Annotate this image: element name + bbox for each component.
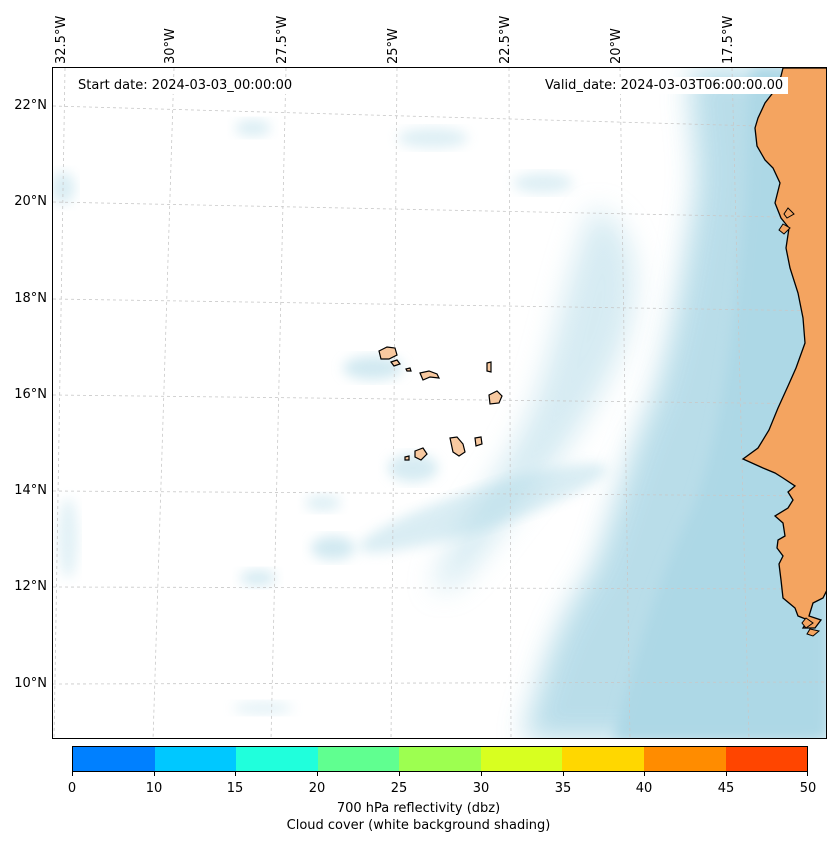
reflectivity-colorbar [72,746,808,772]
coastal-islet [783,207,795,219]
cloud-band-east-core [613,68,826,738]
colorbar-segment [317,747,400,771]
colorbar-tick-mark [317,772,318,776]
lon-label-17-5w: 17.5°W [721,15,736,64]
colorbar-segment [399,747,481,771]
cloud-patch [305,495,341,511]
lon-label-32-5w: 32.5°W [54,15,69,64]
lon-label-22-5w: 22.5°W [498,15,513,64]
start-date-box: Start date: 2024-03-03_00:00:00 [73,77,298,94]
colorbar-segment [562,747,644,771]
colorbar-tick-0: 0 [67,781,77,796]
island-santa-luzia [405,367,412,372]
cloud-patch [235,120,271,136]
coastal-islet [778,223,791,235]
gridlines [53,68,826,738]
coastal-islet [806,628,821,637]
colorbar-segment [73,747,155,771]
island-santiago [449,436,466,457]
cloud-patch [58,498,78,578]
colorbar-tick-mark [481,772,482,776]
cloud-shading [53,68,826,738]
colorbar-tick-mark [726,772,727,776]
island-sao-vicente [390,359,401,367]
island-santo-antao [378,346,398,360]
meridian-30w [152,68,175,738]
meridian-22-5w [508,68,512,738]
colorbar-segment [480,747,563,771]
island-sao-nicolau [419,370,441,381]
cloud-patch [233,702,293,714]
map-panel [52,67,827,739]
meridian-20w [619,68,631,738]
lon-label-20w: 20°W [609,28,624,64]
colorbar-tick-10: 10 [145,781,163,796]
colorbar-tick-mark [235,772,236,776]
lat-label-10n: 10°N [14,676,47,691]
meridian-17-5w [731,68,750,738]
colorbar-tick-15: 15 [226,781,244,796]
lat-label-16n: 16°N [14,387,47,402]
cloud-patch [359,463,607,553]
colorbar-sublabel: Cloud cover (white background shading) [286,818,551,833]
colorbar-tick-40: 40 [635,781,653,796]
cape-verde-islands [378,346,503,461]
colorbar-tick-mark [399,772,400,776]
colorbar-tick-mark [644,772,645,776]
lon-label-25w: 25°W [386,28,401,64]
island-brava [404,455,410,461]
lat-label-20n: 20°N [14,194,47,209]
lat-label-22n: 22°N [14,98,47,113]
colorbar-segment [725,747,808,771]
map-canvas [53,68,826,738]
cloud-patch [343,356,403,380]
colorbar-tick-35: 35 [554,781,572,796]
cloud-patch [398,128,468,148]
colorbar-segment [236,747,318,771]
colorbar-tick-mark [154,772,155,776]
cloud-patch [513,173,573,193]
colorbar-label: 700 hPa reflectivity (dbz) [336,801,501,816]
cloud-patch [311,536,355,560]
lat-label-12n: 12°N [14,579,47,594]
valid-date-box: Valid_date: 2024-03-03T06:00:00.00 [540,77,789,94]
colorbar-tick-25: 25 [390,781,408,796]
cloud-patch [240,570,276,586]
meridian-32-5w [53,68,66,738]
colorbar-segment [643,747,726,771]
colorbar-tick-45: 45 [717,781,735,796]
meridian-25w [390,68,398,738]
island-sal [486,361,492,373]
lon-label-30w: 30°W [163,28,178,64]
colorbar-tick-mark [563,772,564,776]
island-fogo [414,447,428,461]
cloud-patch [388,454,438,482]
colorbar-tick-50: 50 [799,781,817,796]
meridian-27-5w [270,68,287,738]
colorbar-tick-20: 20 [308,781,326,796]
cloud-patch [53,172,75,204]
lat-label-14n: 14°N [14,483,47,498]
colorbar-tick-30: 30 [472,781,490,796]
colorbar-segment [154,747,237,771]
colorbar-tick-mark [72,772,73,776]
lat-label-18n: 18°N [14,291,47,306]
island-boa-vista [488,390,503,405]
colorbar-tick-mark [807,772,808,776]
lon-label-27-5w: 27.5°W [275,15,290,64]
coastal-islet [801,617,814,629]
island-maio [474,436,483,447]
